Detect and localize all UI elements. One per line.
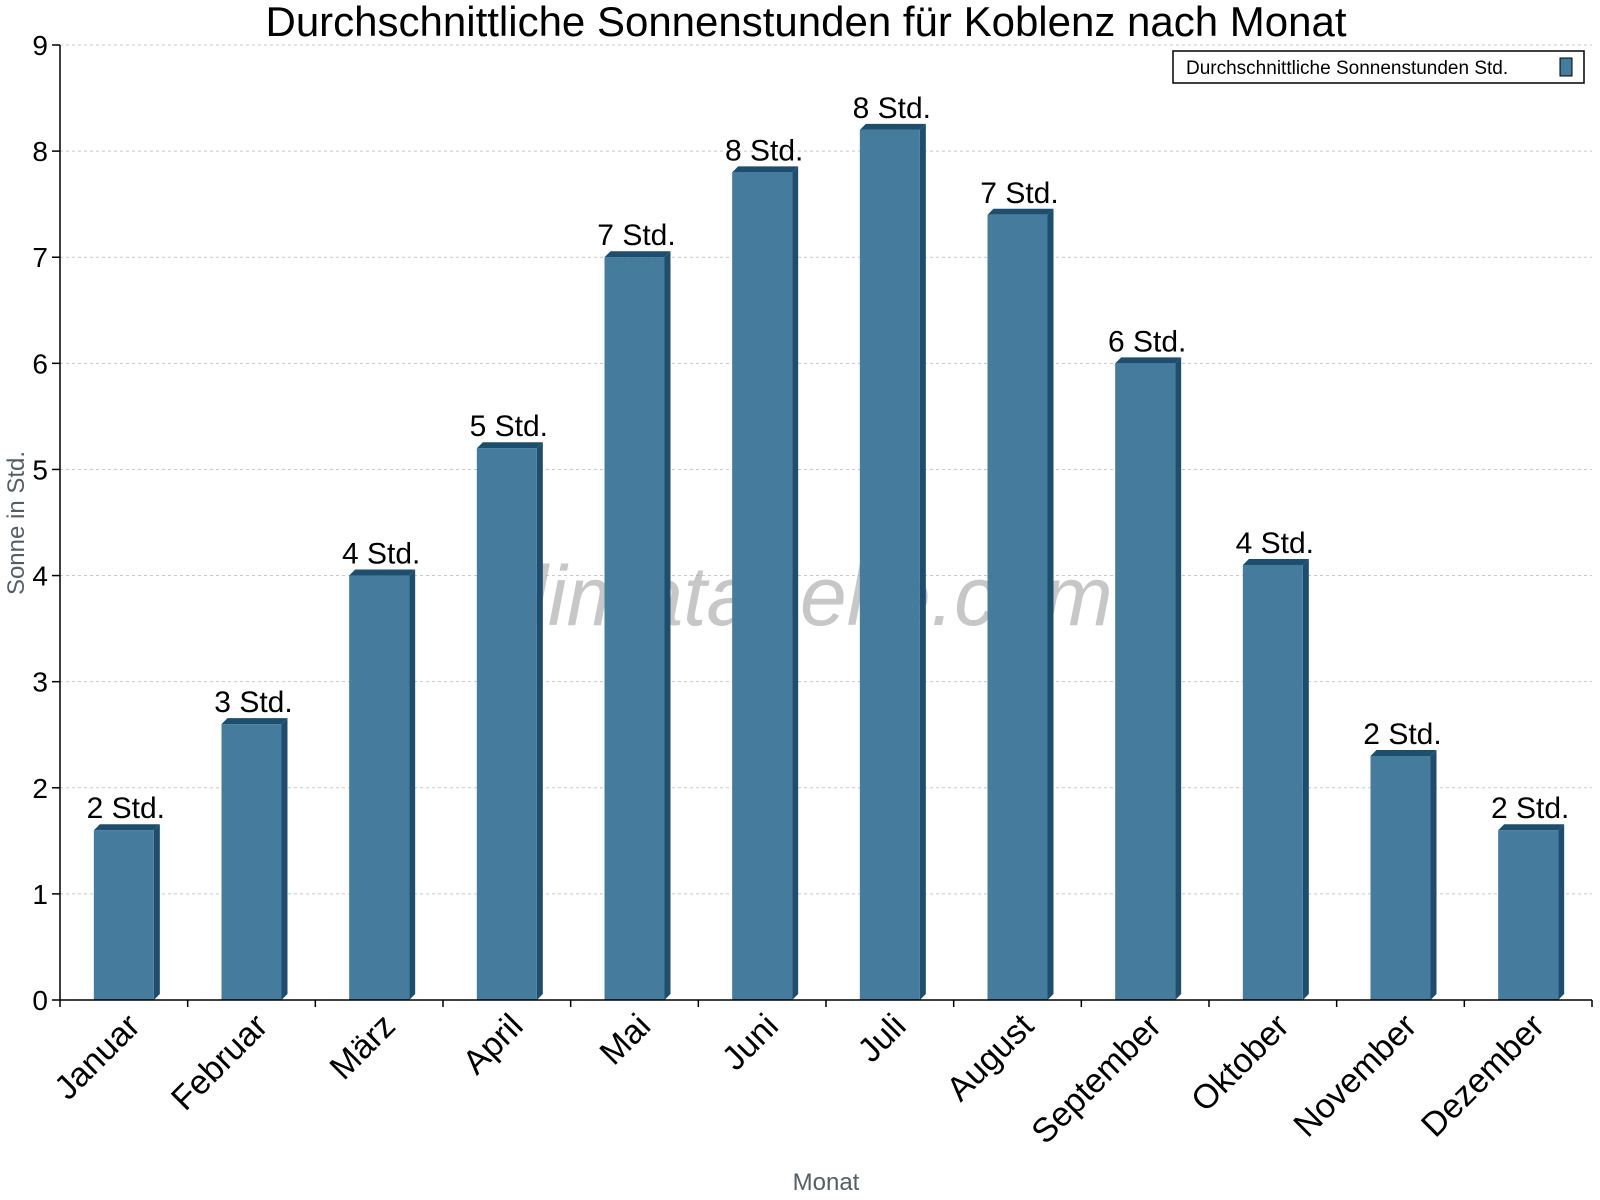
bar-side <box>1430 749 1437 1000</box>
bar <box>732 166 799 1001</box>
bar-front <box>93 830 154 1000</box>
data-label: 7 Std. <box>980 177 1058 210</box>
bars <box>93 123 1565 1001</box>
bar-top <box>1498 824 1565 831</box>
bar <box>476 442 543 1000</box>
bar-side <box>1302 558 1309 1000</box>
x-tick-label: September <box>1024 1007 1168 1151</box>
bar-front <box>1115 363 1176 1000</box>
y-tick-label: 0 <box>32 985 48 1016</box>
bar-top <box>93 824 160 831</box>
bar <box>1370 749 1437 1000</box>
bar <box>93 824 160 1000</box>
y-tick-label: 8 <box>32 136 48 167</box>
bar-side <box>153 824 160 1000</box>
legend: Durchschnittliche Sonnenstunden Std. <box>1172 50 1585 84</box>
legend-box <box>1172 50 1585 84</box>
x-tick-label: Januar <box>47 1007 147 1107</box>
chart-title: Durchschnittliche Sonnenstunden für Kobl… <box>265 0 1346 45</box>
data-label: 2 Std. <box>1491 792 1569 825</box>
bar-side <box>536 442 543 1000</box>
legend-entry-label: Durchschnittliche Sonnenstunden Std. <box>1186 58 1508 79</box>
x-tick-label: März <box>323 1007 403 1087</box>
data-label: 3 Std. <box>214 686 292 719</box>
bar-front <box>1242 564 1303 1000</box>
data-label: 2 Std. <box>87 792 165 825</box>
data-label: 4 Std. <box>342 538 420 571</box>
data-labels: 2 Std. 3 Std. 4 Std. 5 Std. 7 Std. 8 Std. 8 St… <box>87 92 1570 825</box>
x-tick-label: April <box>456 1007 531 1082</box>
x-tick-label: Mai <box>593 1007 659 1073</box>
x-tick-label: Oktober <box>1184 1007 1296 1119</box>
bar-top <box>987 208 1054 215</box>
bar-side <box>1175 357 1182 1000</box>
bar-top <box>221 718 288 725</box>
y-tick-label: 3 <box>32 667 48 698</box>
bar-front <box>604 257 665 1000</box>
bar-top <box>604 251 671 258</box>
bar-front <box>1498 830 1559 1000</box>
bar-side <box>281 718 288 1000</box>
y-tick-label: 7 <box>32 242 48 273</box>
x-tick-label: August <box>939 1006 1041 1108</box>
y-tick-label: 6 <box>32 348 48 379</box>
x-tick-label: November <box>1286 1007 1424 1145</box>
data-label: 6 Std. <box>1108 325 1186 358</box>
x-tick-label: Juni <box>715 1007 786 1078</box>
bar-front <box>987 214 1048 1000</box>
legend-swatch <box>1559 57 1573 77</box>
bar-front <box>732 172 793 1001</box>
bar-front <box>221 724 282 1000</box>
data-label: 8 Std. <box>725 134 803 167</box>
bar-side <box>919 123 926 1000</box>
bar-front <box>476 448 537 1000</box>
bar-top <box>1115 357 1182 364</box>
y-tick-label: 5 <box>32 454 48 485</box>
bar <box>1115 357 1182 1000</box>
bar-top <box>1242 558 1309 565</box>
x-tick-label: Februar <box>164 1007 275 1118</box>
bar <box>221 718 288 1000</box>
y-axis-label: Sonne in Std. <box>3 451 30 595</box>
y-tick-label: 1 <box>32 879 48 910</box>
x-tick-label: Juli <box>851 1007 914 1070</box>
bar-front <box>349 575 410 1000</box>
data-label: 7 Std. <box>597 219 675 252</box>
data-label: 5 Std. <box>470 410 548 443</box>
bar-side <box>1558 824 1565 1000</box>
y-tick-label: 9 <box>32 30 48 61</box>
bar-front <box>1370 755 1431 1000</box>
bar-top <box>349 569 416 576</box>
data-label: 4 Std. <box>1236 527 1314 560</box>
data-label: 2 Std. <box>1363 718 1441 751</box>
bar <box>987 208 1054 1000</box>
bar-top <box>859 123 926 130</box>
data-label: 8 Std. <box>853 92 931 125</box>
x-axis-label: Monat <box>793 1169 860 1196</box>
bar-top <box>1370 749 1437 756</box>
bar-top <box>732 166 799 173</box>
bar-side <box>1047 208 1054 1000</box>
bar <box>349 569 416 1000</box>
bar-top <box>476 442 543 449</box>
bar-front <box>859 129 920 1000</box>
bar <box>859 123 926 1000</box>
bar-side <box>664 251 671 1000</box>
bar <box>1242 558 1309 1000</box>
bar <box>604 251 671 1000</box>
y-tick-label: 2 <box>32 773 48 804</box>
x-tick-label: Dezember <box>1414 1007 1552 1145</box>
grid-lines <box>60 44 1592 895</box>
y-tick-label: 4 <box>32 561 48 592</box>
bar-side <box>792 166 799 1001</box>
bar <box>1498 824 1565 1000</box>
bar-side <box>409 569 416 1000</box>
